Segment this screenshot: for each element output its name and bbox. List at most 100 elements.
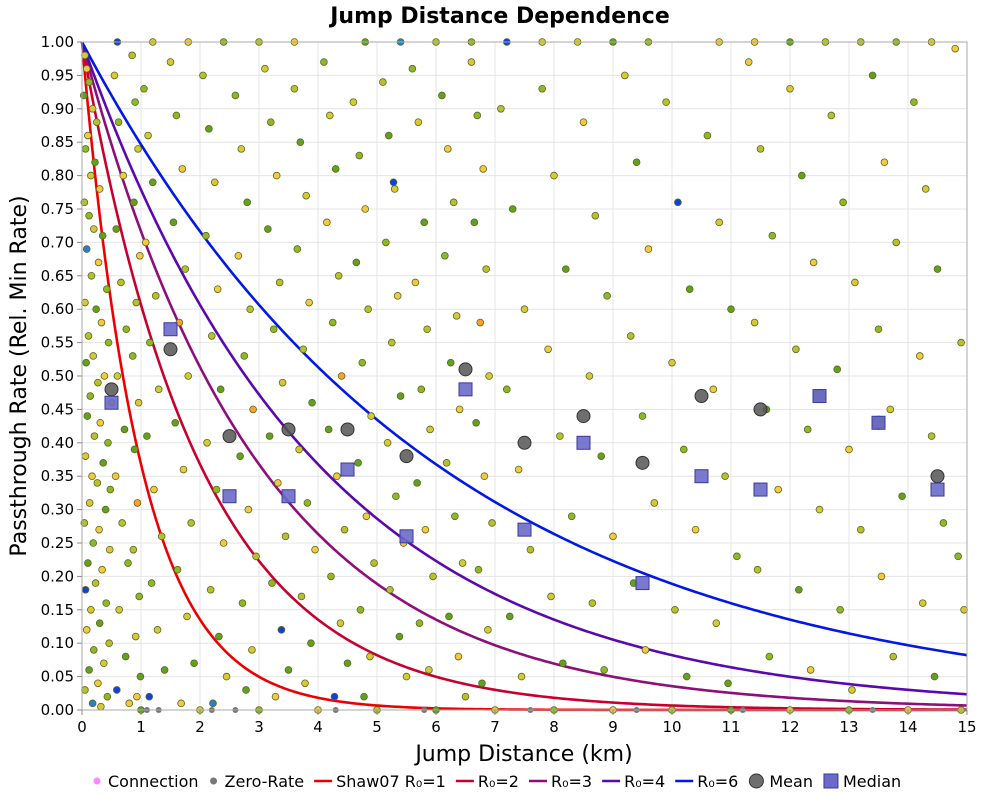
- x-axis-label: Jump Distance (km): [413, 742, 632, 767]
- y-tick-label: 0.75: [41, 200, 74, 218]
- y-tick-label: 0.00: [41, 701, 74, 719]
- connection-point: [806, 666, 815, 674]
- connection-point: [370, 559, 378, 567]
- connection-point: [470, 218, 479, 227]
- connection-point: [520, 305, 529, 314]
- connection-point: [110, 71, 119, 80]
- connection-point: [210, 178, 219, 187]
- connection-point: [588, 599, 597, 607]
- connection-point: [668, 358, 676, 367]
- connection-point: [455, 405, 464, 414]
- connection-point: [848, 686, 856, 694]
- connection-point: [153, 626, 162, 634]
- median-marker: [517, 522, 532, 537]
- connection-point: [157, 532, 166, 541]
- connection-point: [556, 432, 564, 440]
- connection-point: [151, 292, 160, 300]
- connection-point: [82, 245, 91, 253]
- connection-point: [323, 218, 331, 227]
- connection-point: [103, 692, 112, 701]
- connection-point: [80, 519, 89, 527]
- connection-point: [421, 525, 430, 534]
- connection-point: [94, 378, 102, 387]
- connection-point: [343, 659, 352, 668]
- connection-point: [81, 51, 89, 60]
- connection-point: [379, 78, 387, 86]
- connection-point: [331, 165, 340, 173]
- connection-point: [480, 472, 489, 481]
- connection-points: [79, 38, 968, 714]
- connection-point: [889, 652, 898, 661]
- connection-point: [691, 525, 700, 534]
- connection-point: [423, 325, 431, 334]
- connection-point: [930, 672, 939, 681]
- connection-point: [80, 198, 89, 207]
- connection-point: [703, 131, 712, 140]
- connection-point: [98, 565, 106, 574]
- legend-swatch: [210, 777, 218, 785]
- connection-point: [118, 519, 126, 527]
- connection-point: [910, 98, 918, 106]
- connection-point: [744, 58, 753, 66]
- connection-point: [284, 666, 293, 674]
- y-tick-label: 0.35: [41, 467, 74, 485]
- connection-point: [851, 278, 859, 287]
- connection-point: [445, 612, 453, 621]
- connection-point: [402, 672, 411, 681]
- connection-point: [95, 619, 104, 627]
- x-tick-label: 2: [195, 718, 205, 736]
- connection-point: [679, 445, 688, 454]
- connection-point: [100, 659, 108, 668]
- connection-point: [396, 392, 405, 400]
- connection-point: [81, 452, 90, 460]
- connection-point: [337, 372, 346, 380]
- connection-point: [240, 352, 249, 360]
- connection-point: [868, 71, 877, 80]
- x-tick-label: 3: [254, 718, 264, 736]
- connection-point: [954, 552, 962, 561]
- x-tick-label: 4: [313, 718, 323, 736]
- connection-point: [454, 652, 463, 661]
- connection-point: [579, 118, 588, 126]
- connection-point: [133, 692, 141, 701]
- connection-point: [355, 151, 364, 160]
- connection-point: [662, 98, 670, 106]
- connection-point: [246, 305, 254, 314]
- connection-point: [383, 438, 392, 447]
- y-tick-label: 0.95: [41, 66, 74, 84]
- connection-point: [809, 258, 818, 267]
- legend: Connection Zero-Rate Shaw07 R₀=1 R₀=2 R₀=3 R₀…: [93, 772, 901, 791]
- connection-point: [609, 532, 617, 541]
- connection-point: [160, 666, 169, 674]
- connection-point: [134, 145, 142, 153]
- connection-point: [638, 412, 647, 420]
- y-tick-label: 0.30: [41, 501, 74, 519]
- connection-point: [92, 118, 101, 126]
- x-tick-label: 5: [372, 718, 382, 736]
- connection-point: [721, 472, 729, 481]
- connection-point: [169, 218, 178, 227]
- connection-point: [171, 418, 180, 427]
- connection-point: [886, 405, 895, 414]
- connection-point: [915, 352, 924, 360]
- curve-r0-6: [80, 41, 968, 657]
- legend-label: Shaw07 R₀=1: [336, 772, 446, 791]
- connection-point: [517, 672, 526, 681]
- connection-point: [293, 245, 302, 253]
- connection-point: [538, 84, 546, 93]
- connection-point: [119, 171, 128, 180]
- connection-point: [303, 499, 312, 507]
- connection-point: [387, 338, 396, 347]
- connection-point: [446, 358, 455, 367]
- connection-point: [567, 512, 576, 521]
- median-marker: [635, 576, 650, 591]
- connection-point: [83, 412, 92, 420]
- connection-point: [833, 365, 841, 374]
- connection-point: [97, 318, 106, 327]
- connection-point: [442, 459, 451, 467]
- connection-point: [892, 238, 900, 247]
- connection-point: [203, 438, 211, 447]
- connection-point: [136, 251, 144, 260]
- connection-point: [187, 519, 195, 527]
- connection-point: [632, 158, 641, 167]
